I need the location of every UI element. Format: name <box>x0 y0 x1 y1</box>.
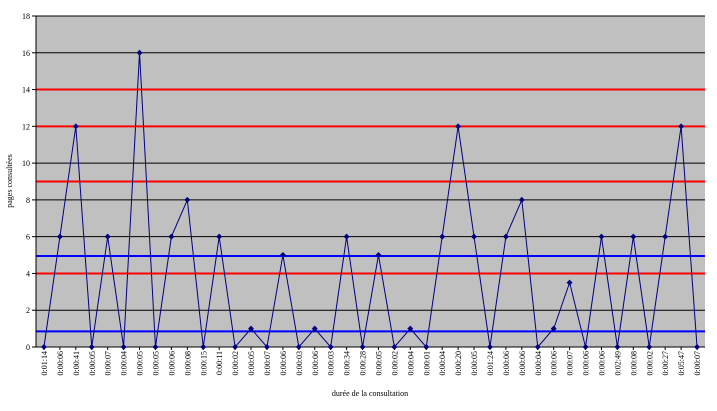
x-tick-label: 0:00:06 <box>582 351 591 375</box>
data-point <box>455 123 462 130</box>
x-tick-label: 0:00:07 <box>104 351 113 375</box>
data-point <box>646 344 653 350</box>
y-axis-label: pages consultées <box>5 154 14 208</box>
data-point <box>263 344 270 350</box>
y-tick-label: 12 <box>22 122 30 131</box>
data-point <box>566 279 573 286</box>
y-tick-label: 6 <box>26 233 30 242</box>
data-point <box>72 123 79 130</box>
x-tick-label: 0:02:49 <box>613 351 622 375</box>
data-point <box>471 233 478 240</box>
y-tick-label: 14 <box>22 86 30 95</box>
y-tick-label: 16 <box>22 49 30 58</box>
x-tick-label: 0:00:04 <box>120 351 129 375</box>
data-point <box>248 325 255 332</box>
data-point <box>407 325 414 332</box>
x-tick-label: 0:00:06 <box>502 351 511 375</box>
x-tick-label: 0:00:06 <box>550 351 559 375</box>
x-tick-label: 0:00:06 <box>518 351 527 375</box>
x-tick-label: 0:00:07 <box>693 351 702 375</box>
x-axis-label: durée de la consultation <box>332 389 408 398</box>
data-point <box>279 252 286 259</box>
y-tick-label: 8 <box>26 196 30 205</box>
y-tick-label: 18 <box>22 12 30 21</box>
data-point <box>184 196 191 203</box>
data-point <box>200 344 207 350</box>
x-tick-label: 0:00:02 <box>390 351 399 375</box>
data-point <box>502 233 509 240</box>
data-point <box>550 325 557 332</box>
x-tick-label: 0:00:05 <box>88 351 97 375</box>
x-tick-label: 0:00:02 <box>645 351 654 375</box>
x-tick-label: 0:00:06 <box>279 351 288 375</box>
data-point <box>232 344 239 350</box>
x-tick-label: 0:00:03 <box>327 351 336 375</box>
data-point <box>662 233 669 240</box>
y-tick-label: 2 <box>26 306 30 315</box>
data-point <box>311 325 318 332</box>
x-tick-label: 0:00:04 <box>438 351 447 375</box>
x-tick-label: 0:00:06 <box>597 351 606 375</box>
x-tick-label: 0:01:24 <box>486 351 495 375</box>
data-point <box>391 344 398 350</box>
x-tick-label: 0:00:06 <box>56 351 65 375</box>
data-point <box>120 344 127 350</box>
data-point <box>104 233 111 240</box>
x-tick-label: 0:01:14 <box>40 351 49 375</box>
x-tick-label: 0:00:04 <box>534 351 543 375</box>
x-tick-label: 0:00:03 <box>295 351 304 375</box>
x-tick-label: 0:00:01 <box>422 351 431 375</box>
x-tick-label: 0:00:11 <box>215 351 224 375</box>
x-tick-label: 0:00:28 <box>359 351 368 375</box>
data-point <box>152 344 159 350</box>
x-tick-label: 0:00:20 <box>454 351 463 375</box>
x-tick-label: 0:00:05 <box>374 351 383 375</box>
x-tick-label: 0:00:07 <box>566 351 575 375</box>
x-tick-label: 0:00:06 <box>311 351 320 375</box>
data-point <box>216 233 223 240</box>
y-tick-label: 0 <box>26 343 30 352</box>
data-point <box>295 344 302 350</box>
data-point <box>694 344 701 350</box>
data-point <box>518 196 525 203</box>
x-tick-label: 0:00:27 <box>661 351 670 375</box>
x-tick-label: 0:00:07 <box>263 351 272 375</box>
x-tick-label: 0:00:02 <box>231 351 240 375</box>
x-tick-label: 0:00:05 <box>470 351 479 375</box>
x-tick-label: 0:05:47 <box>677 351 686 375</box>
data-point <box>343 233 350 240</box>
data-point <box>375 252 382 259</box>
x-tick-label: 0:00:05 <box>151 351 160 375</box>
data-point <box>56 233 63 240</box>
data-point <box>423 344 430 350</box>
x-tick-label: 0:00:08 <box>183 351 192 375</box>
data-point <box>582 344 589 350</box>
x-tick-label: 0:00:41 <box>72 351 81 375</box>
x-tick-label: 0:00:15 <box>199 351 208 375</box>
data-point <box>598 233 605 240</box>
data-point <box>359 344 366 350</box>
data-point <box>534 344 541 350</box>
data-point <box>614 344 621 350</box>
data-point <box>40 344 47 350</box>
data-point <box>439 233 446 240</box>
x-tick-label: 0:00:34 <box>343 351 352 375</box>
x-tick-label: 0:00:05 <box>136 351 145 375</box>
x-tick-label: 0:00:08 <box>629 351 638 375</box>
data-point <box>678 123 685 130</box>
data-line <box>43 52 698 349</box>
y-tick-label: 4 <box>26 269 30 278</box>
data-point <box>88 344 95 350</box>
y-tick-label: 10 <box>22 159 30 168</box>
data-point <box>630 233 637 240</box>
data-point <box>327 344 334 350</box>
x-tick-label: 0:00:05 <box>247 351 256 375</box>
data-point <box>486 344 493 350</box>
x-tick-label: 0:00:06 <box>167 351 176 375</box>
x-tick-label: 0:00:04 <box>406 351 415 375</box>
data-point <box>136 49 143 56</box>
data-point <box>168 233 175 240</box>
